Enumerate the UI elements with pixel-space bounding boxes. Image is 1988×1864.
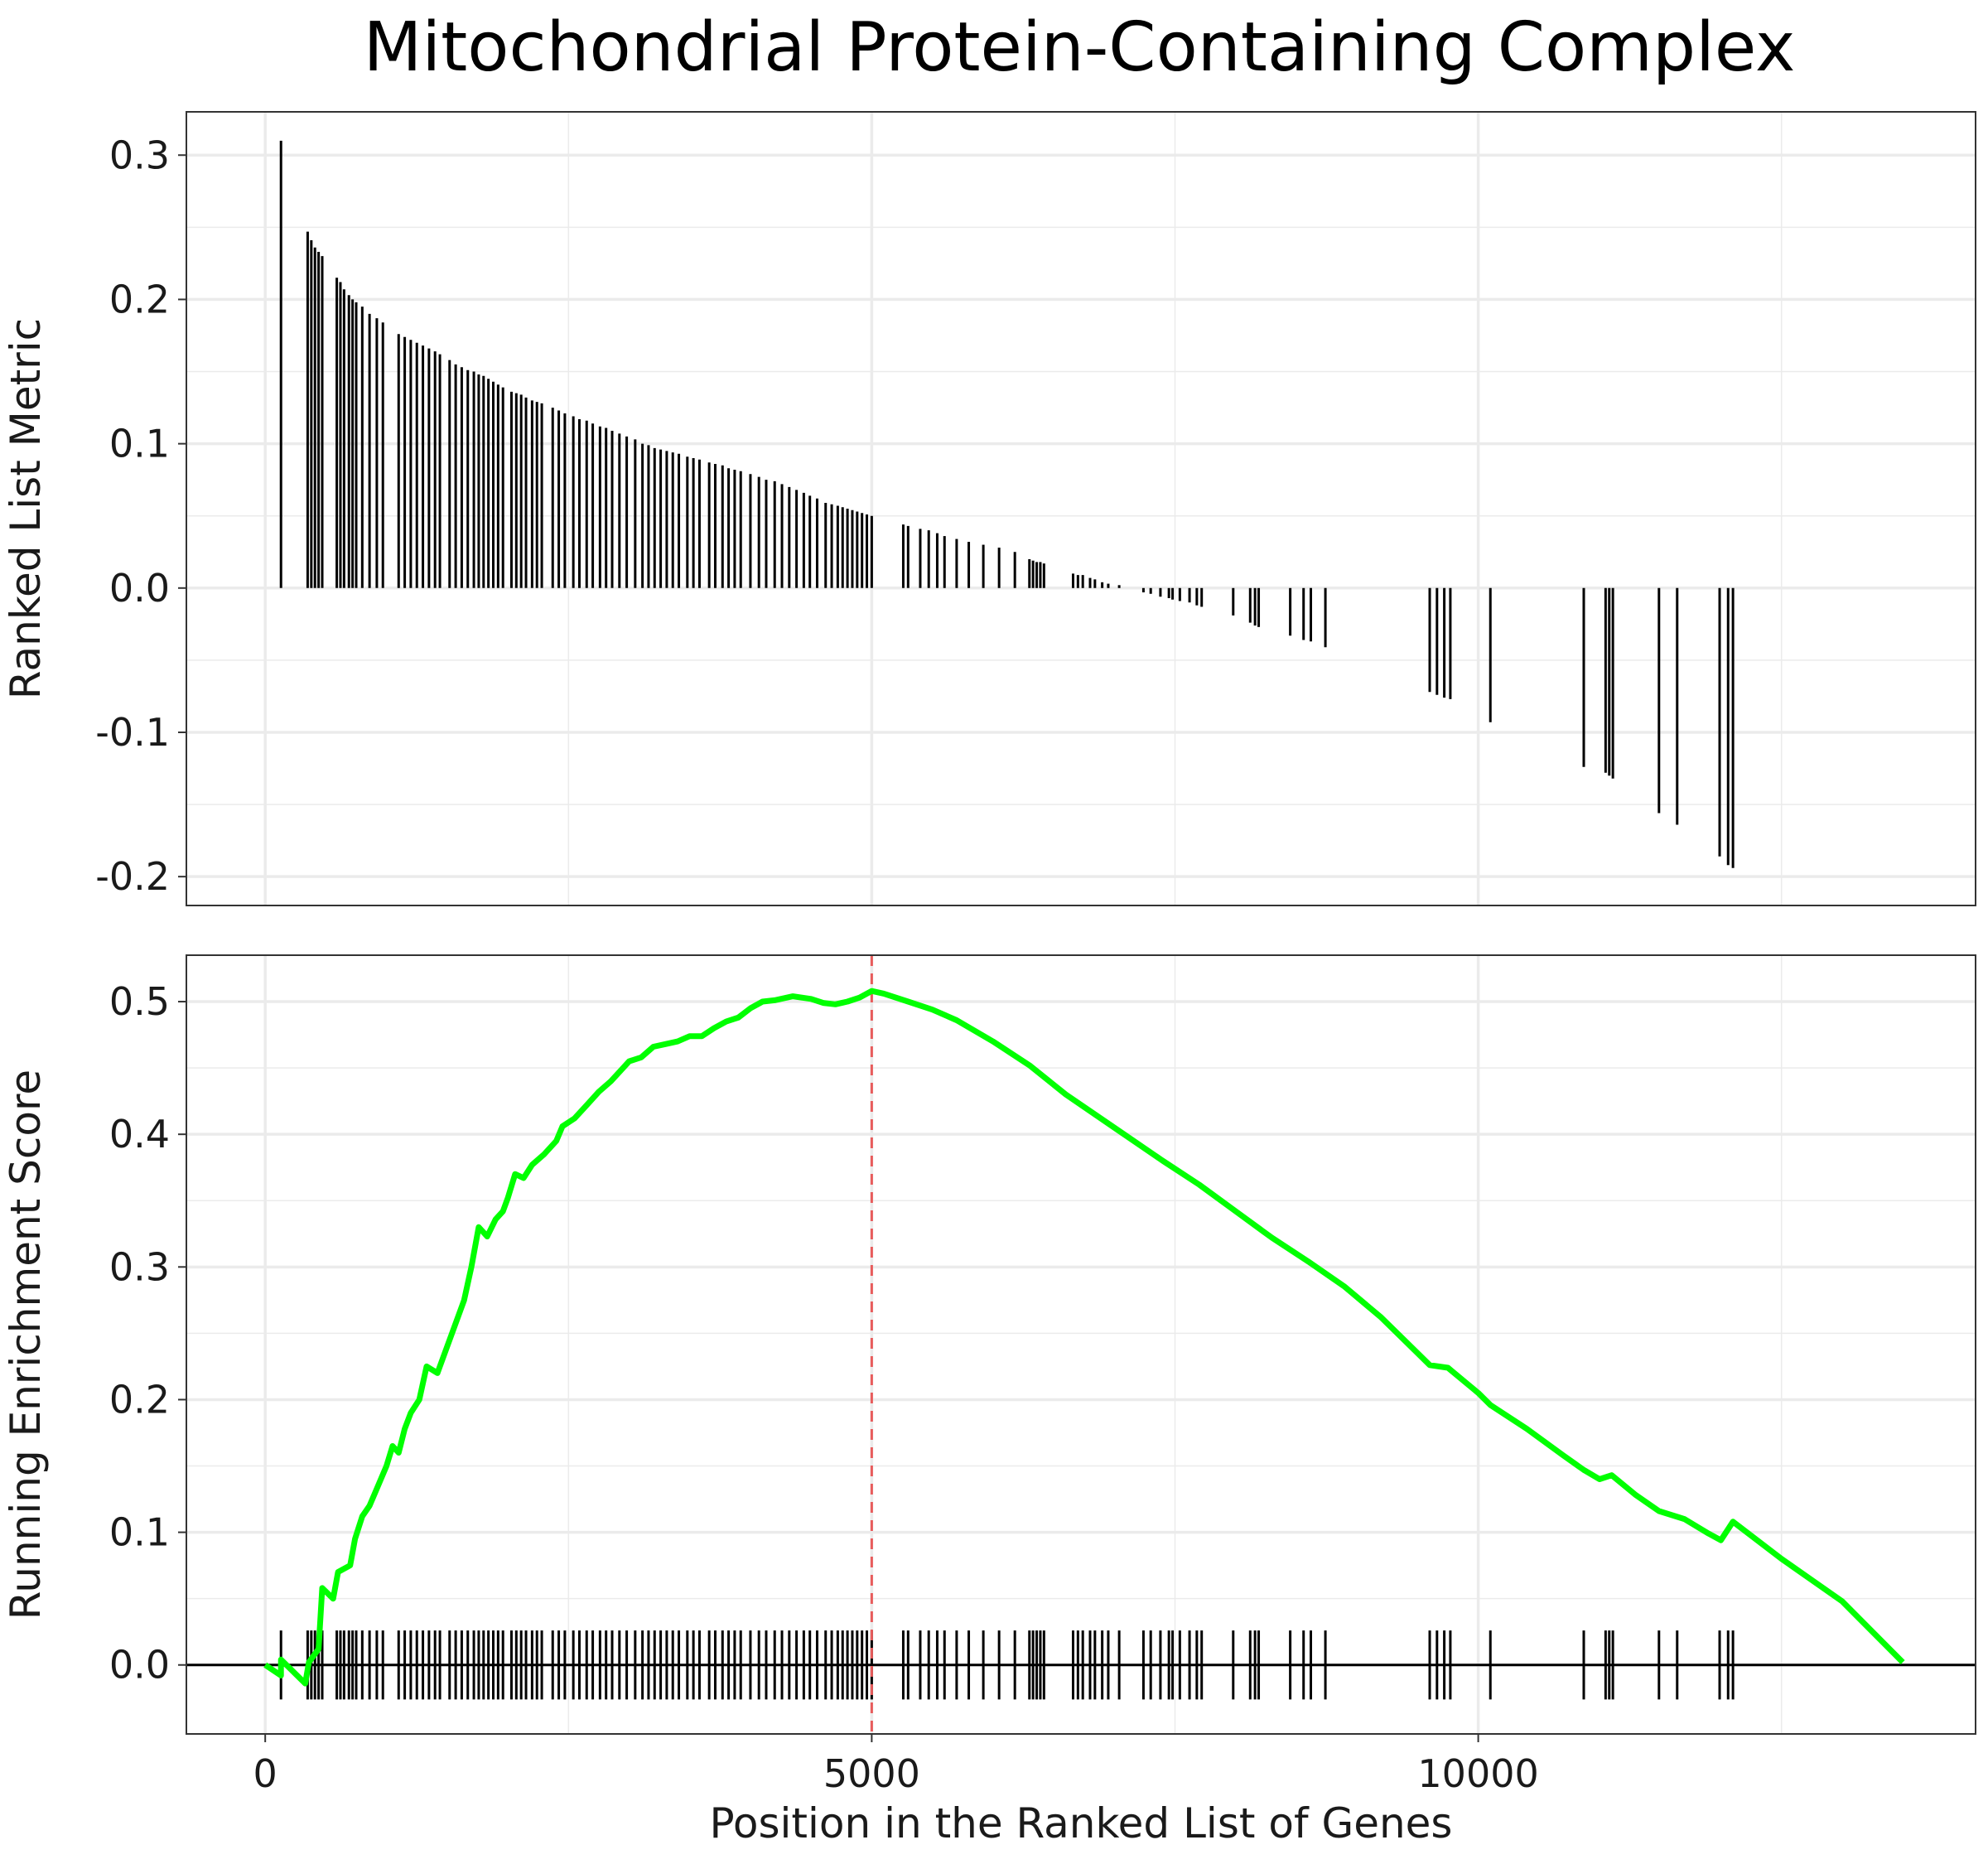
ranked-metric-y-ticks: -0.2 -0.1 0.0 0.1 0.2 0.3 xyxy=(95,133,186,899)
ranked-metric-y-tick-label: 0.3 xyxy=(109,133,170,177)
ranked-metric-y-tick-label: -0.1 xyxy=(95,710,170,755)
enrichment-score-panel: 0.0 0.1 0.2 0.3 0.4 0.5 0 5000 10000 Running En… xyxy=(2,954,1976,1847)
enrichment-score-panel-bg xyxy=(186,955,1976,1734)
ranked-metric-bars xyxy=(279,140,1735,868)
enrichment-score-y-ticks: 0.0 0.1 0.2 0.3 0.4 0.5 xyxy=(109,979,186,1688)
chart-title: Mitochondrial Protein-Containing Complex xyxy=(364,8,1796,87)
enrichment-score-y-tick-label: 0.0 xyxy=(109,1643,170,1688)
enrichment-score-y-tick-label: 0.5 xyxy=(109,979,170,1024)
x-axis-label: Position in the Ranked List of Genes xyxy=(710,1799,1453,1847)
enrichment-score-y-tick-label: 0.3 xyxy=(109,1244,170,1289)
enrichment-score-panel-border xyxy=(186,954,1976,1735)
ranked-metric-y-axis-label: Ranked List Metric xyxy=(2,318,50,699)
x-tick-label: 5000 xyxy=(823,1751,920,1796)
ranked-metric-y-tick-label: 0.0 xyxy=(109,566,170,611)
x-tick-label: 0 xyxy=(253,1751,277,1796)
ranked-metric-panel: -0.2 -0.1 0.0 0.1 0.2 0.3 Ranked List Metric xyxy=(2,111,1976,906)
enrichment-score-y-tick-label: 0.2 xyxy=(109,1377,170,1422)
ranked-metric-y-tick-label: -0.2 xyxy=(95,854,170,899)
x-axis-ticks: 0 5000 10000 xyxy=(253,1734,1539,1796)
enrichment-score-y-axis-label: Running Enrichment Score xyxy=(2,1070,50,1620)
enrichment-score-y-tick-label: 0.4 xyxy=(109,1112,170,1157)
enrichment-score-y-tick-label: 0.1 xyxy=(109,1510,170,1555)
ranked-metric-y-tick-label: 0.2 xyxy=(109,277,170,321)
ranked-metric-panel-border xyxy=(186,111,1976,906)
enrichment-score-curve xyxy=(263,988,1905,1687)
x-tick-label: 10000 xyxy=(1417,1751,1538,1796)
ranked-metric-y-tick-label: 0.1 xyxy=(109,422,170,466)
